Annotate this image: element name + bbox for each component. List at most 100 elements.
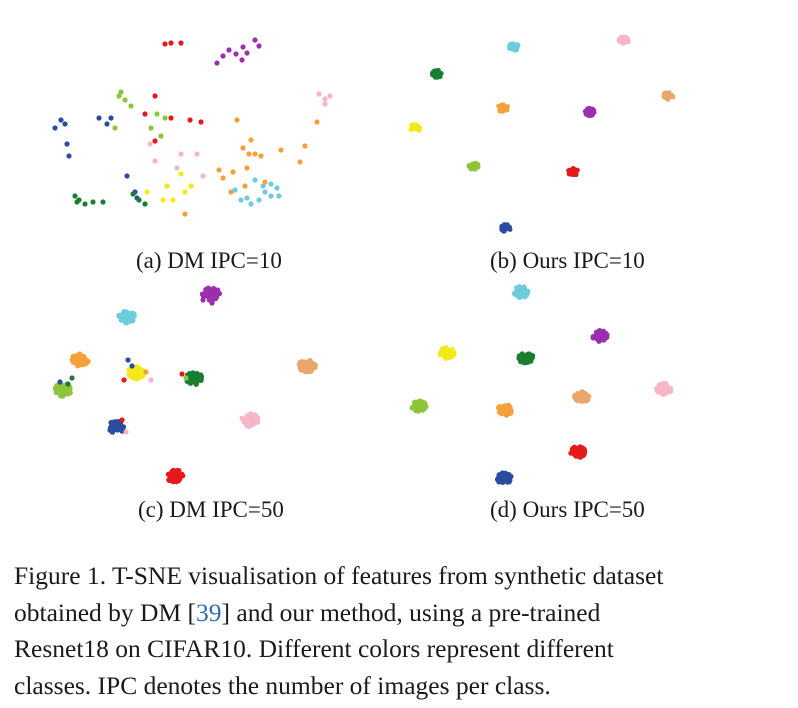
point-lgreen-5 <box>162 115 168 121</box>
point-cyan-5 <box>268 193 274 199</box>
point-dgreen-5 <box>74 199 80 205</box>
point-blue-48 <box>108 428 115 434</box>
citation-link-39[interactable]: 39 <box>196 597 222 627</box>
point-blue-46 <box>114 423 120 429</box>
point-peach-28 <box>579 389 585 395</box>
point-dgreen-24 <box>431 72 436 77</box>
cluster-purple <box>199 285 223 303</box>
point-pink-37 <box>660 381 666 387</box>
point-cyan-36 <box>517 287 523 293</box>
point-orange-6 <box>244 165 250 171</box>
point-orange-46 <box>82 356 88 362</box>
point-cyan-9 <box>244 195 250 201</box>
point-dgreen-47 <box>195 377 201 384</box>
cluster-dgreen <box>184 370 205 387</box>
point-blue-1 <box>58 117 64 123</box>
point-dgreen-3 <box>90 199 96 205</box>
point-purple-8 <box>239 57 245 63</box>
point-pink-8 <box>147 141 153 147</box>
point-red-36 <box>579 447 585 453</box>
point-yellow-48 <box>127 368 133 374</box>
point-blue-25 <box>506 224 511 230</box>
point-orange-13 <box>278 147 284 153</box>
point-blue-34 <box>501 478 507 484</box>
tsne-figure-grid <box>52 34 676 485</box>
point-peach-47 <box>299 365 305 371</box>
cluster-lgreen <box>409 398 429 414</box>
point-pink-39 <box>658 385 664 391</box>
point-yellow-35 <box>134 376 140 382</box>
point-peach-37 <box>305 362 311 368</box>
point-blue-36 <box>506 473 512 479</box>
cluster-red <box>568 444 588 460</box>
stray-point-red-1 <box>121 377 127 383</box>
stray-point-blue-5 <box>57 379 63 385</box>
point-orange-15 <box>314 119 320 125</box>
point-red-49 <box>173 477 180 483</box>
point-dgreen-36 <box>517 354 524 360</box>
point-lgreen-47 <box>55 383 61 389</box>
caption-line-2: obtained by DM [39] and our method, usin… <box>14 595 786 632</box>
point-cyan-39 <box>522 294 528 300</box>
point-lgreen-1 <box>122 97 128 103</box>
point-purple-4 <box>233 51 239 57</box>
point-yellow-6 <box>160 197 166 203</box>
subcaption-b: (b) Ours IPC=10 <box>490 248 645 273</box>
point-orange-42 <box>75 363 81 369</box>
point-orange-10 <box>228 189 234 195</box>
panel-d-ours-ipc50-scatter <box>409 284 674 485</box>
point-peach-23 <box>664 90 670 96</box>
point-orange-19 <box>503 107 508 113</box>
point-pink-0 <box>327 93 333 99</box>
point-dgreen-25 <box>437 74 443 80</box>
cluster-red <box>165 467 186 485</box>
point-cyan-49 <box>120 314 126 320</box>
cluster-yellow <box>126 364 147 382</box>
point-blue-49 <box>118 425 124 432</box>
stray-point-lgreen-8 <box>183 375 189 381</box>
point-purple-6 <box>220 53 226 59</box>
point-blue-3 <box>64 141 70 147</box>
subcaption-d: (d) Ours IPC=50 <box>490 497 645 522</box>
point-blue-37 <box>108 424 114 430</box>
point-orange-49 <box>75 357 81 363</box>
caption-line-2-end: ] and our method, using a pre-trained <box>221 597 601 627</box>
point-orange-5 <box>248 137 254 143</box>
caption-line-2-start: obtained by DM [ <box>14 597 197 627</box>
point-purple-37 <box>593 335 600 341</box>
point-cyan-2 <box>268 181 274 187</box>
point-dgreen-23 <box>435 69 441 75</box>
point-yellow-1 <box>188 183 194 189</box>
point-lgreen-44 <box>62 391 68 397</box>
cluster-cyan <box>116 308 137 326</box>
figure-caption: Figure 1. T-SNE visualisation of feature… <box>14 558 786 704</box>
point-cyan-10 <box>276 193 282 199</box>
point-peach-49 <box>308 368 314 374</box>
point-red-34 <box>570 445 576 451</box>
point-blue-39 <box>495 477 501 483</box>
point-peach-36 <box>574 397 580 403</box>
point-blue-43 <box>114 427 120 433</box>
point-pink-9 <box>200 173 206 179</box>
point-lgreen-6 <box>148 125 154 131</box>
point-blue-0 <box>62 121 68 127</box>
point-cyan-38 <box>121 309 127 315</box>
stray-point-orange-4 <box>143 369 149 375</box>
point-peach-25 <box>667 94 673 99</box>
point-pink-24 <box>617 36 623 41</box>
stray-point-blue-0 <box>125 357 131 363</box>
caption-line-4: classes. IPC denotes the number of image… <box>14 670 551 700</box>
point-peach-39 <box>572 393 578 400</box>
point-orange-14 <box>297 159 303 165</box>
point-peach-39 <box>307 357 313 364</box>
stray-point-pink-3 <box>148 377 154 383</box>
point-blue-47 <box>109 419 115 425</box>
point-lgreen-36 <box>409 405 415 411</box>
cluster-yellow <box>437 345 457 361</box>
cluster-cyan <box>507 41 521 53</box>
point-pink-7 <box>194 151 200 157</box>
point-red-6 <box>152 138 158 144</box>
point-lgreen-33 <box>67 390 73 396</box>
point-orange-7 <box>230 169 236 175</box>
point-blue-38 <box>507 477 513 483</box>
